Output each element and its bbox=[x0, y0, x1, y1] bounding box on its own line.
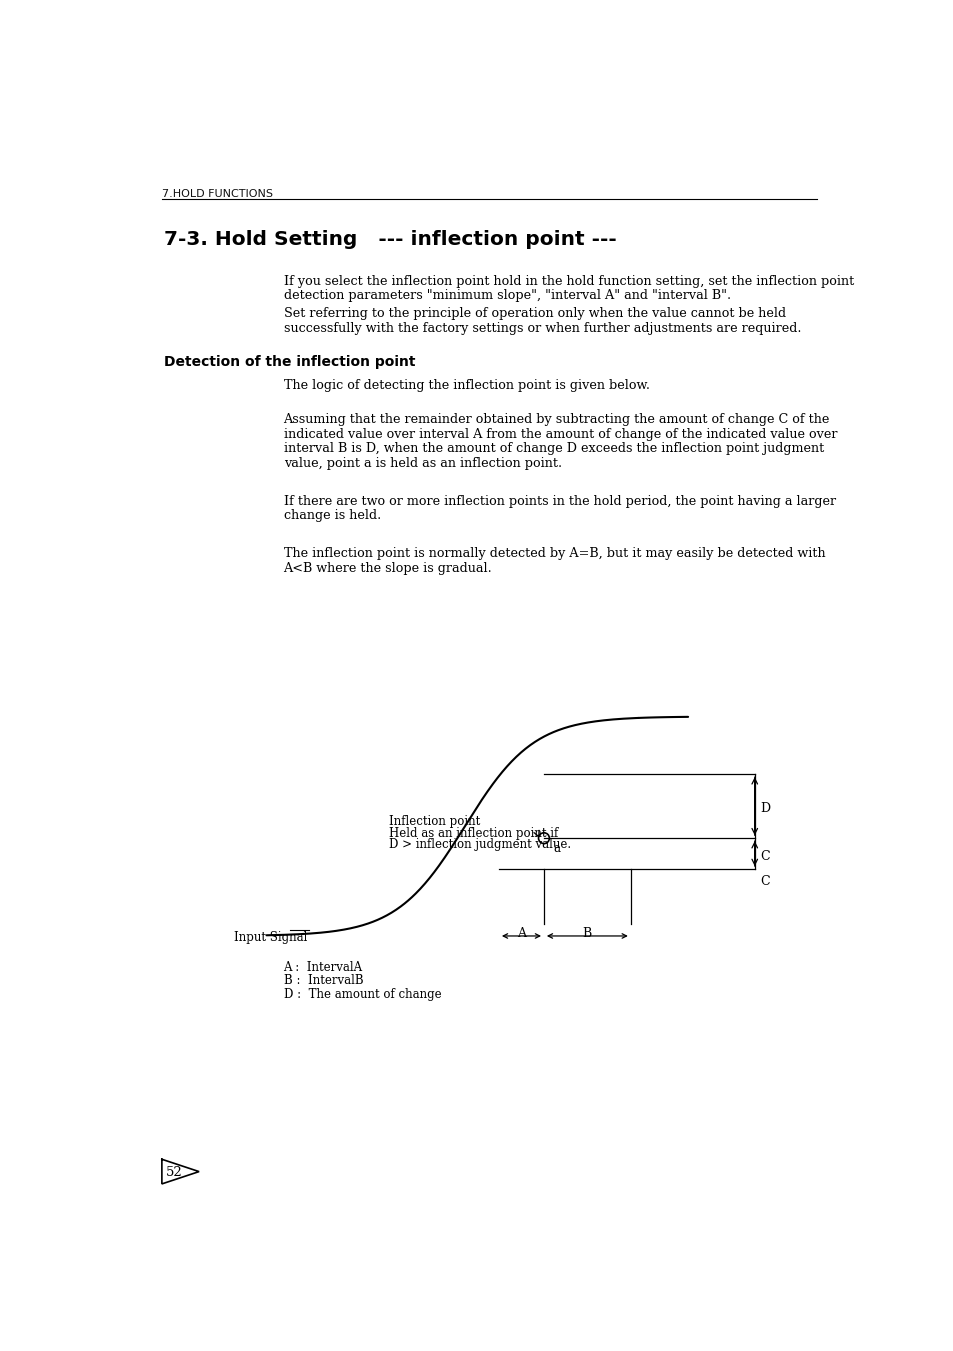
Text: C: C bbox=[760, 850, 769, 863]
Text: The inflection point is normally detected by A=B, but it may easily be detected : The inflection point is normally detecte… bbox=[283, 547, 824, 561]
Text: 52: 52 bbox=[166, 1166, 182, 1179]
Text: 7.HOLD FUNCTIONS: 7.HOLD FUNCTIONS bbox=[162, 189, 273, 199]
Text: Input Signal: Input Signal bbox=[233, 931, 307, 943]
Text: interval B is D, when the amount of change D exceeds the inflection point judgme: interval B is D, when the amount of chan… bbox=[283, 442, 823, 455]
Text: Set referring to the principle of operation only when the value cannot be held: Set referring to the principle of operat… bbox=[283, 307, 785, 320]
Text: Inflection point: Inflection point bbox=[389, 815, 479, 828]
Text: D :  The amount of change: D : The amount of change bbox=[283, 988, 440, 1001]
Text: value, point a is held as an inflection point.: value, point a is held as an inflection … bbox=[283, 457, 561, 470]
Text: change is held.: change is held. bbox=[283, 509, 380, 523]
Text: C: C bbox=[760, 875, 769, 888]
Text: D: D bbox=[760, 802, 769, 816]
Text: Assuming that the remainder obtained by subtracting the amount of change C of th: Assuming that the remainder obtained by … bbox=[283, 413, 829, 426]
Text: A<B where the slope is gradual.: A<B where the slope is gradual. bbox=[283, 562, 492, 574]
Text: D > inflection judgment value.: D > inflection judgment value. bbox=[389, 838, 571, 851]
Text: Held as an inflection point if: Held as an inflection point if bbox=[389, 827, 558, 839]
Text: B: B bbox=[582, 927, 592, 940]
Text: a: a bbox=[553, 842, 559, 855]
Text: B :  IntervalB: B : IntervalB bbox=[283, 974, 363, 988]
Text: A: A bbox=[517, 927, 525, 940]
Text: 7-3. Hold Setting   --- inflection point ---: 7-3. Hold Setting --- inflection point -… bbox=[164, 230, 617, 249]
Text: Detection of the inflection point: Detection of the inflection point bbox=[164, 354, 416, 369]
Text: indicated value over interval A from the amount of change of the indicated value: indicated value over interval A from the… bbox=[283, 428, 836, 440]
Text: If you select the inflection point hold in the hold function setting, set the in: If you select the inflection point hold … bbox=[283, 274, 853, 288]
Text: The logic of detecting the inflection point is given below.: The logic of detecting the inflection po… bbox=[283, 380, 649, 392]
Text: successfully with the factory settings or when further adjustments are required.: successfully with the factory settings o… bbox=[283, 322, 801, 335]
Text: A :  IntervalA: A : IntervalA bbox=[283, 962, 362, 974]
Text: detection parameters "minimum slope", "interval A" and "interval B".: detection parameters "minimum slope", "i… bbox=[283, 289, 730, 303]
Text: If there are two or more inflection points in the hold period, the point having : If there are two or more inflection poin… bbox=[283, 494, 835, 508]
